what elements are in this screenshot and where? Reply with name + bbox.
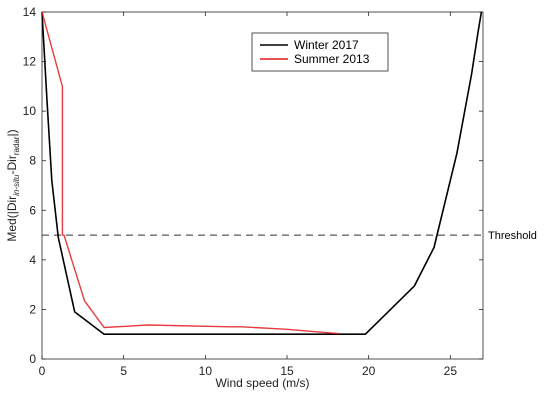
- legend-entry: Summer 2013: [294, 52, 370, 66]
- y-tick-label: 10: [23, 104, 37, 118]
- y-label-part: Med(|Dir: [5, 196, 19, 242]
- y-label-part: -Dir: [5, 155, 19, 174]
- x-tick-label: 0: [39, 364, 46, 378]
- y-tick-label: 4: [29, 253, 36, 267]
- x-tick-label: 25: [444, 364, 458, 378]
- y-tick-label: 6: [29, 203, 36, 217]
- x-tick-label: 15: [280, 364, 294, 378]
- y-tick-label: 12: [23, 55, 37, 69]
- y-axis-label: Med(|Dirin-situ-Dirradar|): [5, 129, 21, 241]
- axes: 0 5 10 15 20 25 0 2 4 6 8 10 12 14: [23, 5, 483, 378]
- series-line-winter-2017: [41, 11, 483, 336]
- y-label-subscript: radar: [12, 136, 21, 155]
- legend-entry: Winter 2017: [294, 38, 359, 52]
- x-tick-label: 10: [199, 364, 213, 378]
- y-tick-label: 0: [29, 352, 36, 366]
- series-lines: [41, 11, 483, 336]
- series-line-summer-2013: [41, 11, 340, 335]
- y-tick-label: 8: [29, 154, 36, 168]
- legend-box: [251, 32, 389, 72]
- x-tick-label: 5: [120, 364, 127, 378]
- y-tick-label: 2: [29, 302, 36, 316]
- x-axis-label: Wind speed (m/s): [215, 376, 309, 390]
- threshold: Threshold: [42, 230, 537, 242]
- threshold-label: Threshold: [488, 230, 537, 242]
- x-tick-label: 20: [362, 364, 376, 378]
- y-label-part: |): [5, 129, 19, 136]
- y-label-subscript: in-situ: [12, 174, 21, 196]
- y-tick-label: 14: [23, 5, 37, 19]
